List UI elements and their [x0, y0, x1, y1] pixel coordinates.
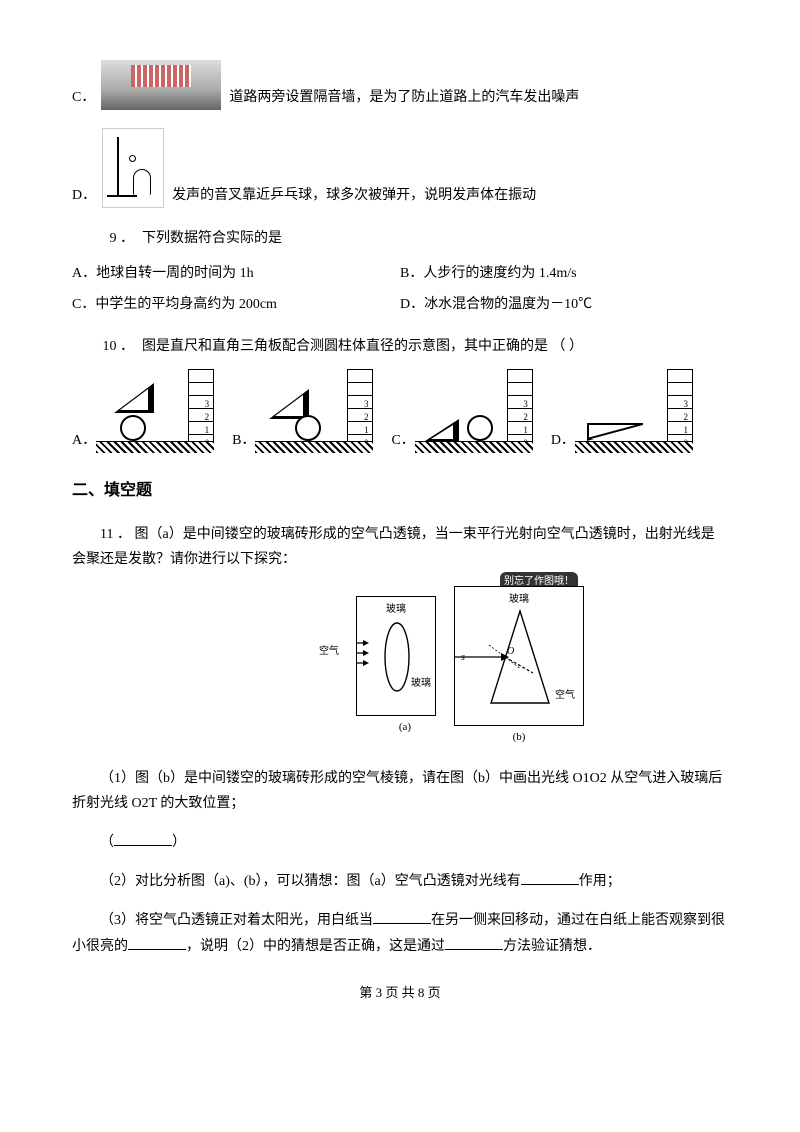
blank-2[interactable] — [521, 871, 579, 885]
q11-stem-text: 图（a）是中间镂空的玻璃砖形成的空气凸透镜，当一束平行光射向空气凸透镜时，出射光… — [72, 527, 715, 567]
q9-stem: 下列数据符合实际的是 — [142, 226, 282, 251]
q11-figures: 玻璃 空气 玻璃 (a) 别忘了作图哦！ 玻璃 — [212, 586, 728, 748]
q9-options: A．地球自转一周的时间为 1h B．人步行的速度约为 1.4m/s C．中学生的… — [72, 261, 728, 323]
q9-number: 9 ． — [72, 226, 142, 251]
q10-number: 10 ． — [72, 334, 142, 359]
q11-p2: （2）对比分析图（a)、(b），可以猜想：图（a）空气凸透镜对光线有 作用； — [72, 869, 728, 894]
q11-number: 11 ． — [100, 527, 131, 542]
blank-5[interactable] — [445, 936, 503, 950]
paren-open: （ — [100, 835, 114, 850]
blank-1[interactable] — [114, 832, 172, 846]
q9-opt-c: C．中学生的平均身高约为 200cm — [72, 292, 400, 317]
q9-opt-a: A．地球自转一周的时间为 1h — [72, 261, 400, 286]
q10-fig-a: 0 1 2 3 — [96, 369, 214, 453]
q10-stem: 图是直尺和直角三角板配合测圆柱体直径的示意图，其中正确的是 （ ） — [142, 334, 583, 359]
page-footer: 第 3 页 共 8 页 — [72, 981, 728, 1004]
q11-p3: （3）将空气凸透镜正对着太阳光，用白纸当在另一侧来回移动，通过在白纸上能否观察到… — [72, 908, 728, 958]
q10-fig-b-cell: B． 0 1 2 3 — [232, 369, 373, 453]
tick-3d: 3 — [683, 396, 688, 412]
q10-label-a: A． — [72, 428, 96, 453]
tick-3b: 3 — [364, 396, 369, 412]
q10-fig-d-cell: D． 0 1 2 3 — [551, 369, 693, 453]
fig-b-label-o: O — [507, 643, 514, 661]
tick-3c: 3 — [523, 396, 528, 412]
q11-p3-c: ，说明（2）中的猜想是否正确，这是通过 — [186, 939, 445, 954]
option-d-label: D． — [72, 183, 96, 208]
option-c-row: C． 道路两旁设置隔音墙，是为了防止道路上的汽车发出噪声 — [72, 60, 728, 110]
q11-p2-a: （2）对比分析图（a)、(b），可以猜想：图（a）空气凸透镜对光线有 — [100, 874, 521, 889]
q11-p2-b: 作用； — [579, 874, 621, 889]
fig-b-caption: (b) — [454, 728, 584, 748]
fig-a-label-right: 玻璃 — [411, 675, 431, 693]
option-c-text: 道路两旁设置隔音墙，是为了防止道路上的汽车发出噪声 — [229, 85, 579, 110]
section-2-heading: 二、填空题 — [72, 477, 728, 506]
q11-p1: （1）图（b）是中间镂空的玻璃砖形成的空气棱镜，请在图（b）中画出光线 O1O2… — [72, 766, 728, 816]
q9-opt-d: D．冰水混合物的温度为－10℃ — [400, 292, 728, 317]
q10-fig-c-cell: C． 0 1 2 3 — [391, 369, 532, 453]
q11-p1-blank: （） — [72, 830, 728, 855]
option-d-text: 发声的音叉靠近乒乓球，球多次被弹开，说明发声体在振动 — [172, 183, 536, 208]
q10-label-c: C． — [391, 428, 414, 453]
paren-close: ） — [172, 835, 186, 850]
q11-p3-d: 方法验证猜想． — [503, 939, 601, 954]
tick-3: 3 — [205, 396, 210, 412]
option-d-row: D． 发声的音叉靠近乒乓球，球多次被弹开，说明发声体在振动 — [72, 128, 728, 208]
q11-fig-b: 玻璃 s O 空气 — [454, 586, 584, 726]
fig-a-caption: (a) — [356, 718, 454, 738]
q11-stem: 11 ． 图（a）是中间镂空的玻璃砖形成的空气凸透镜，当一束平行光射向空气凸透镜… — [72, 522, 728, 572]
q9-opt-b: B．人步行的速度约为 1.4m/s — [400, 261, 728, 286]
blank-3[interactable] — [373, 910, 431, 924]
q10-fig-b: 0 1 2 3 — [255, 369, 373, 453]
fig-a-label-left: 空气 — [319, 643, 339, 661]
option-c-label: C． — [72, 85, 95, 110]
option-c-image — [101, 60, 221, 110]
blank-4[interactable] — [128, 936, 186, 950]
q10-fig-a-cell: A． 0 1 2 3 — [72, 369, 214, 453]
option-d-image — [102, 128, 164, 208]
fig-b-label-s: s — [461, 649, 465, 667]
q10-fig-c: 0 1 2 3 — [415, 369, 533, 453]
fig-b-label-air: 空气 — [555, 687, 575, 705]
q10-label-d: D． — [551, 428, 575, 453]
q10-label-b: B． — [232, 428, 255, 453]
q9-stem-row: 9 ． 下列数据符合实际的是 — [72, 226, 728, 251]
q11-fig-a: 玻璃 空气 玻璃 — [356, 596, 436, 716]
q11-p3-a: （3）将空气凸透镜正对着太阳光，用白纸当 — [100, 913, 373, 928]
q10-figures-row: A． 0 1 2 3 B． 0 1 2 3 — [72, 369, 728, 453]
q10-stem-row: 10 ． 图是直尺和直角三角板配合测圆柱体直径的示意图，其中正确的是 （ ） — [72, 334, 728, 359]
q10-fig-d: 0 1 2 3 — [575, 369, 693, 453]
